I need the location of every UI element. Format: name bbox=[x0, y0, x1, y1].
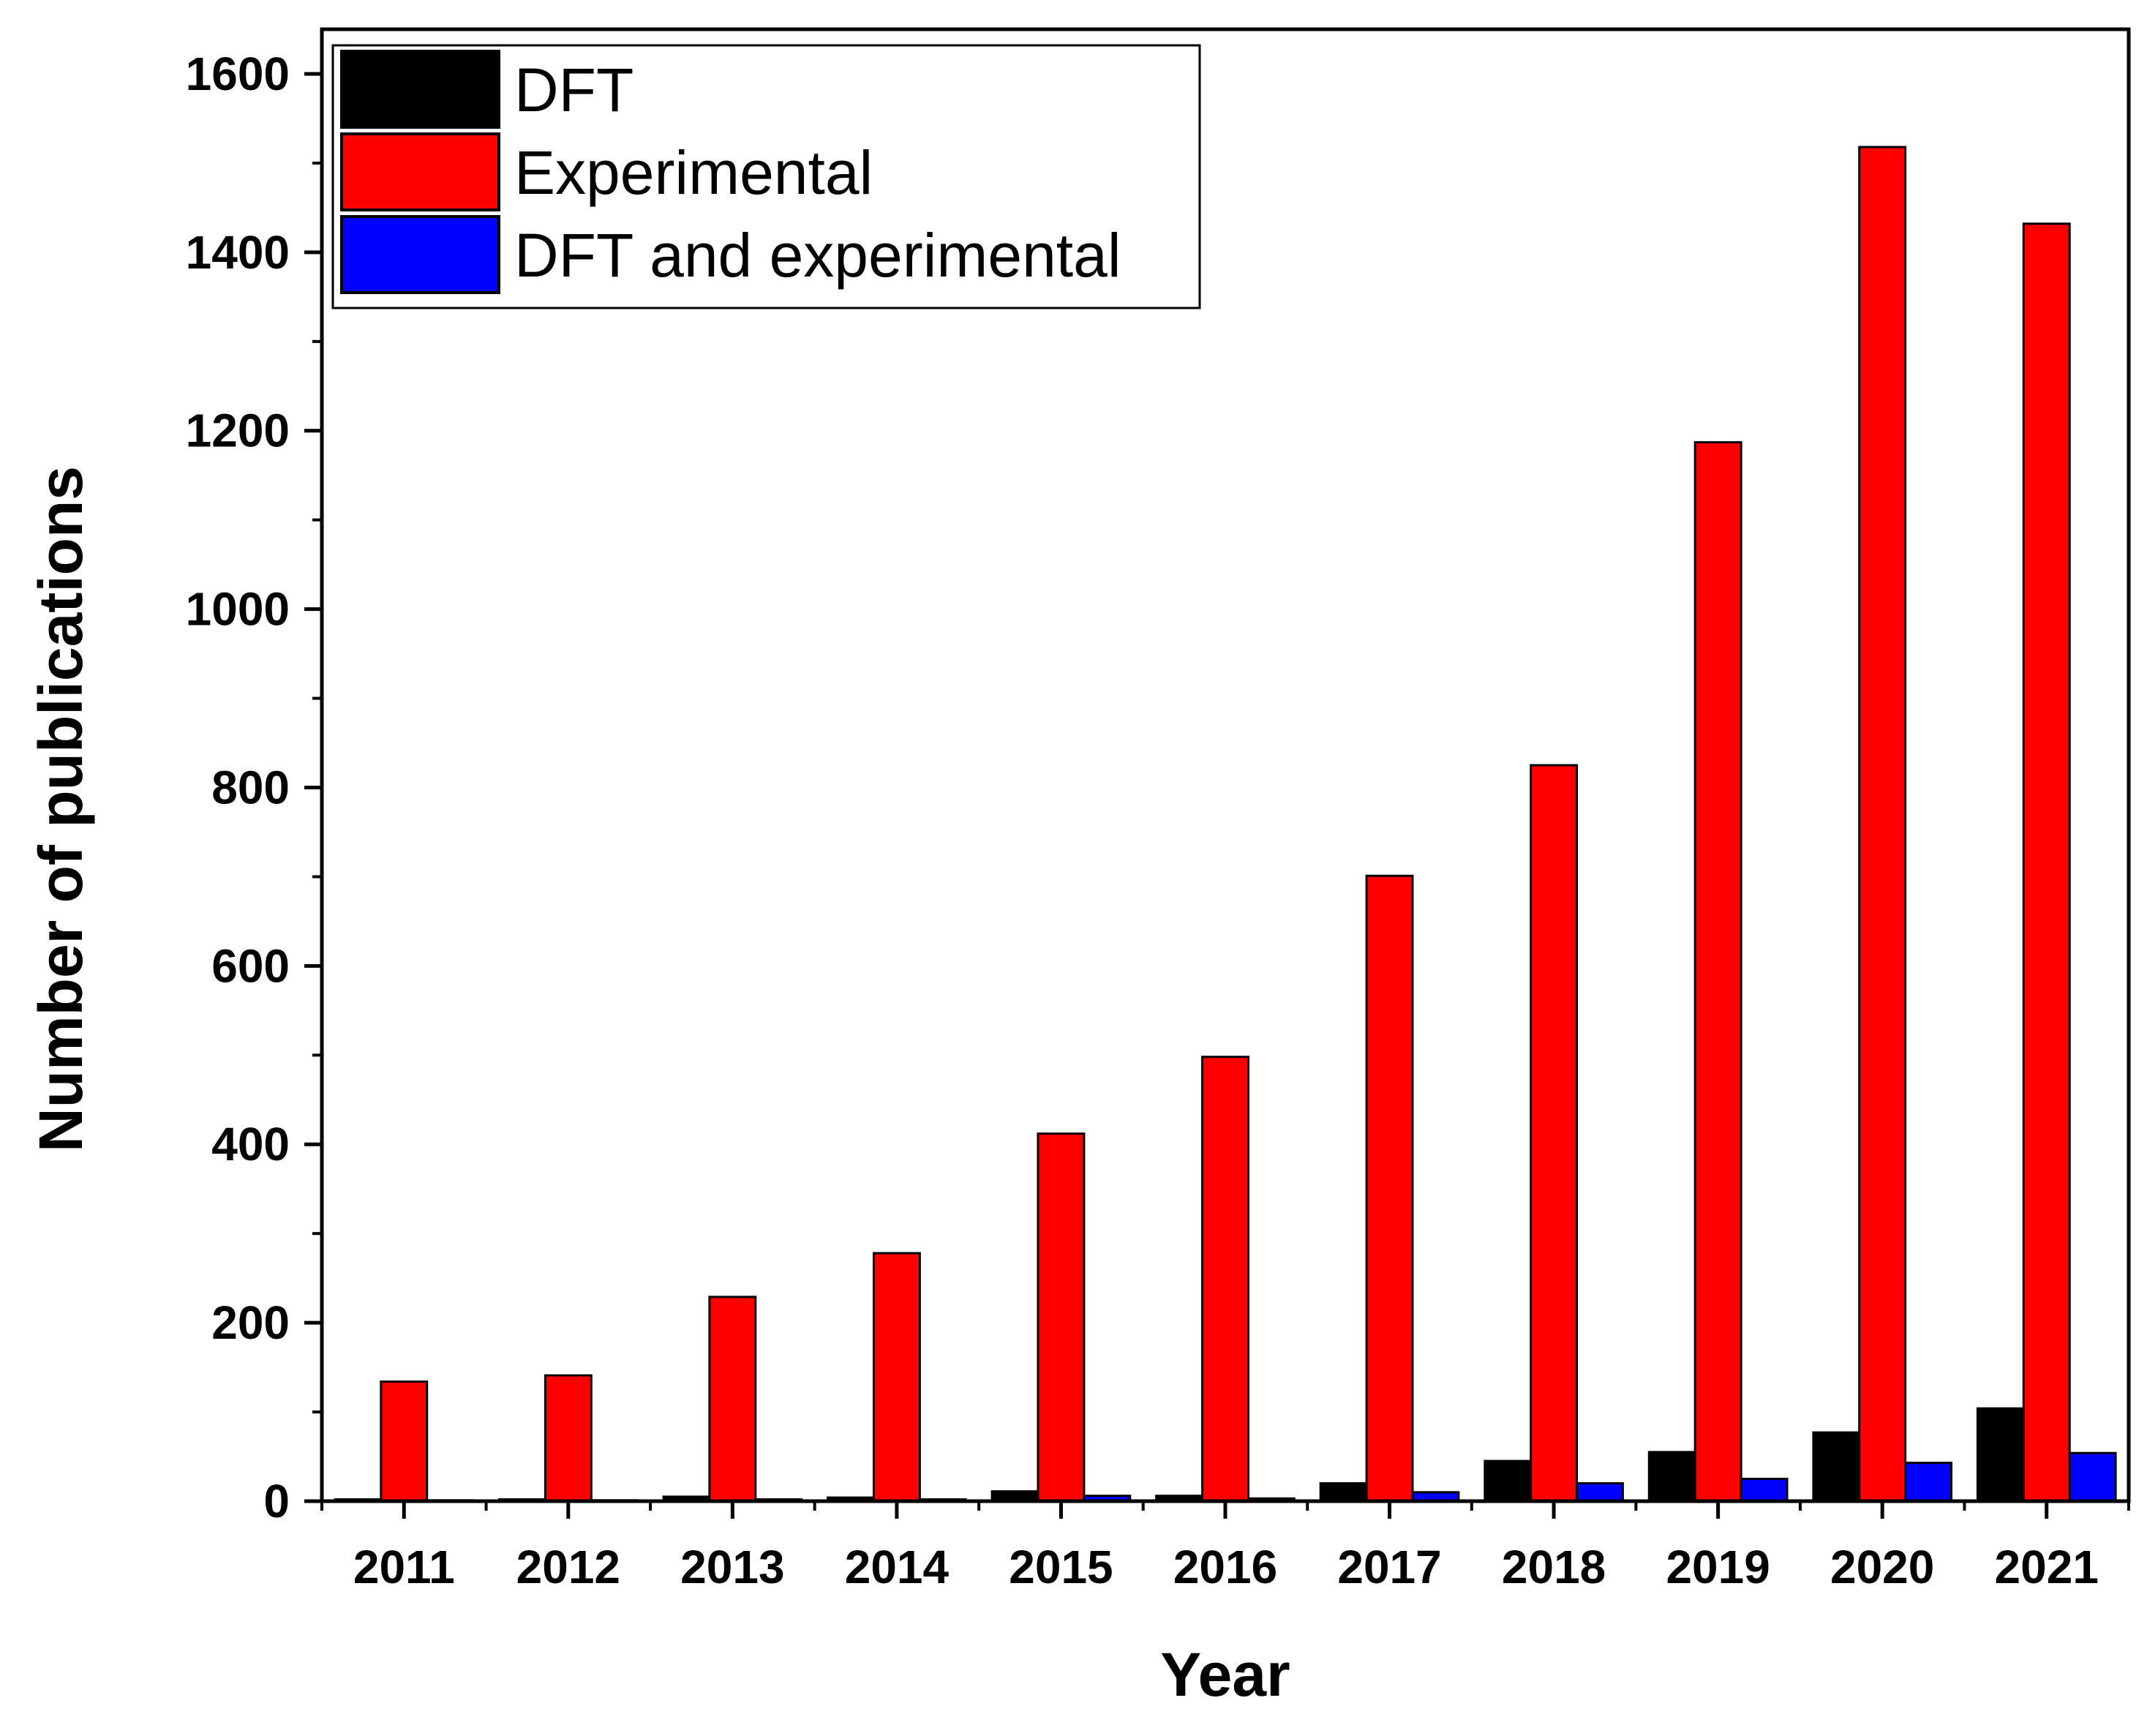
bar-dft-2018 bbox=[1484, 1459, 1533, 1503]
bar-dft-and-experimental-2020 bbox=[1904, 1462, 1953, 1503]
y-axis-title: Number of publications bbox=[26, 466, 95, 1152]
bar-experimental-2015 bbox=[1037, 1132, 1086, 1503]
bar-dft-and-experimental-2018 bbox=[1576, 1482, 1624, 1503]
x-tick-label: 2016 bbox=[1173, 1541, 1277, 1593]
bar-dft-and-experimental-2019 bbox=[1740, 1478, 1789, 1503]
x-tick-label: 2011 bbox=[353, 1541, 455, 1593]
bar-dft-2021 bbox=[1976, 1407, 2025, 1503]
x-tick-label: 2013 bbox=[680, 1541, 784, 1593]
x-tick-label: 2014 bbox=[845, 1541, 950, 1593]
bar-experimental-2014 bbox=[873, 1252, 921, 1503]
y-tick-label: 1000 bbox=[186, 583, 290, 636]
y-tick-label: 1400 bbox=[186, 226, 290, 279]
bar-experimental-2021 bbox=[2022, 222, 2071, 1503]
y-tick-label: 600 bbox=[211, 939, 290, 992]
legend: DFT Experimental DFT and experimental bbox=[331, 44, 1201, 309]
bar-experimental-2013 bbox=[708, 1296, 757, 1503]
y-tick-label: 200 bbox=[211, 1296, 290, 1349]
bar-experimental-2016 bbox=[1201, 1056, 1249, 1503]
x-tick-label: 2015 bbox=[1009, 1541, 1113, 1593]
bars-layer bbox=[334, 146, 2117, 1503]
legend-label-dft-and-experimental: DFT and experimental bbox=[514, 221, 1121, 290]
legend-swatch-experimental bbox=[340, 132, 500, 211]
y-tick-label: 0 bbox=[263, 1475, 290, 1528]
y-tick-label: 800 bbox=[211, 761, 290, 813]
bar-dft-and-experimental-2021 bbox=[2068, 1451, 2117, 1503]
bar-experimental-2018 bbox=[1530, 764, 1579, 1503]
legend-swatch-dft bbox=[340, 50, 500, 129]
bar-experimental-2012 bbox=[544, 1374, 593, 1503]
bar-dft-2019 bbox=[1647, 1451, 1696, 1503]
x-axis-title: Year bbox=[1160, 1640, 1290, 1709]
y-tick-label: 1200 bbox=[186, 405, 290, 457]
bar-dft-2017 bbox=[1319, 1482, 1368, 1503]
bar-dft-2020 bbox=[1812, 1431, 1861, 1503]
legend-label-dft: DFT bbox=[514, 56, 633, 124]
x-tick-label: 2018 bbox=[1502, 1541, 1606, 1593]
x-tick-label: 2019 bbox=[1666, 1541, 1770, 1593]
y-tick-label: 1600 bbox=[186, 48, 290, 100]
x-tick-label: 2012 bbox=[516, 1541, 620, 1593]
axes-layer: 0 200 400 600 800 1000 1200 1400 1600 2011 2012 201… bbox=[186, 27, 2131, 1593]
x-tick-label: 2017 bbox=[1337, 1541, 1441, 1593]
x-tick-label: 2020 bbox=[1830, 1541, 1934, 1593]
bar-experimental-2019 bbox=[1693, 441, 1742, 1503]
bar-experimental-2017 bbox=[1365, 874, 1414, 1503]
y-tick-label: 400 bbox=[211, 1118, 290, 1171]
legend-label-experimental: Experimental bbox=[514, 138, 873, 207]
bar-experimental-2011 bbox=[380, 1380, 429, 1503]
x-tick-label: 2021 bbox=[1995, 1541, 2099, 1593]
bar-experimental-2020 bbox=[1858, 146, 1907, 1503]
legend-swatch-dft-and-experimental bbox=[340, 215, 500, 294]
